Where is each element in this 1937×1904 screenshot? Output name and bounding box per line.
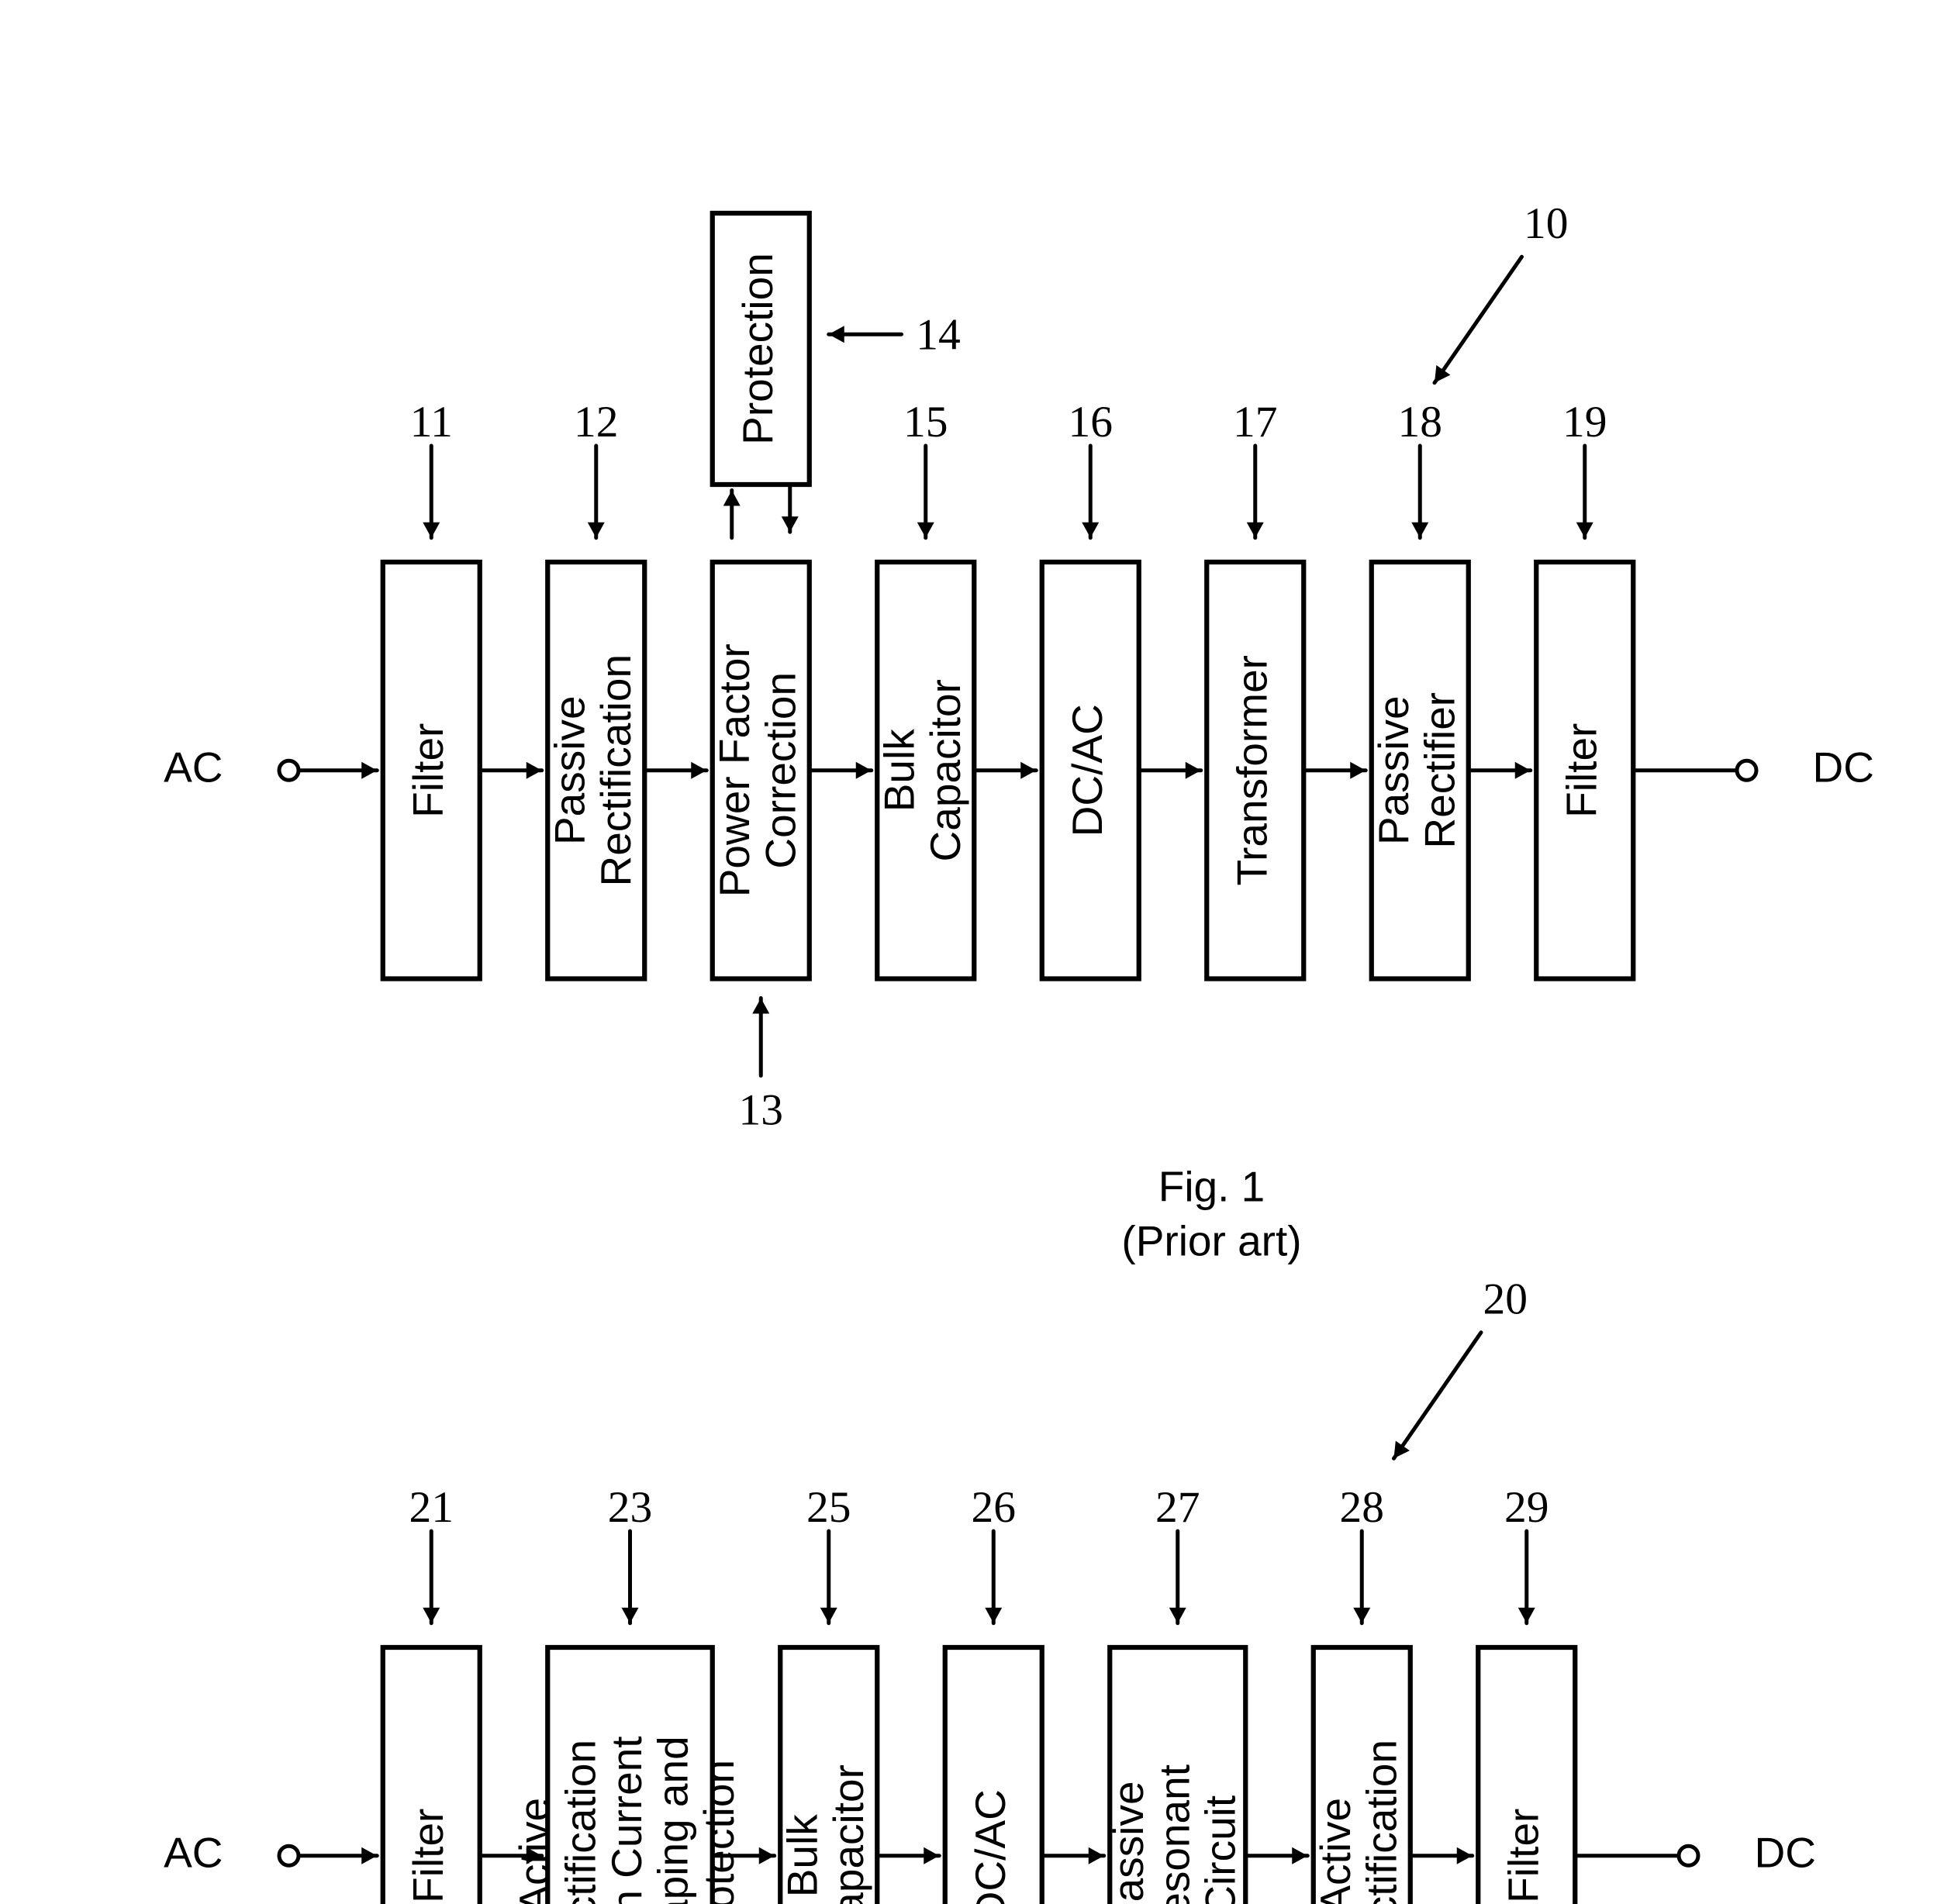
svg-text:Rectification: Rectification [592, 654, 640, 887]
ref-19: 19 [1562, 398, 1607, 447]
svg-text:Power Factor: Power Factor [710, 643, 758, 897]
block-label-13: Power FactorCorrection [710, 643, 804, 897]
svg-text:Circuit: Circuit [1196, 1795, 1245, 1904]
ref-14: 14 [916, 311, 961, 360]
block-label-19: Filter [1557, 723, 1605, 818]
block-label-15: BulkCapacitor [875, 679, 969, 861]
svg-text:Shaping and: Shaping and [648, 1736, 696, 1904]
ref-17: 17 [1233, 398, 1278, 447]
ref-26: 26 [972, 1483, 1017, 1532]
block-label-11: Filter [404, 723, 452, 818]
ref-13: 13 [739, 1086, 784, 1135]
ref-12: 12 [574, 398, 619, 447]
svg-text:Rectifier: Rectifier [1415, 692, 1463, 849]
block-label-21: Filter [404, 1809, 452, 1903]
svg-text:DC/AC: DC/AC [1063, 704, 1111, 836]
ref-11: 11 [410, 398, 453, 447]
svg-text:Transformer: Transformer [1227, 655, 1276, 885]
svg-text:Protection: Protection [734, 253, 782, 445]
svg-text:Resonant: Resonant [1150, 1764, 1198, 1904]
block-label-28: ActiveRectification [1311, 1740, 1405, 1904]
block-label-18: PassiveRectifier [1369, 692, 1463, 849]
svg-text:Protection: Protection [695, 1760, 743, 1904]
svg-text:Filter: Filter [1557, 723, 1605, 818]
svg-text:Active: Active [510, 1798, 558, 1904]
fig1-caption-1: Fig. 1 [1158, 1163, 1265, 1211]
svg-text:Rectification: Rectification [557, 1740, 605, 1904]
svg-text:Capacitor: Capacitor [921, 679, 969, 861]
fig1-caption-2: (Prior art) [1121, 1217, 1301, 1265]
block-label-29: Filter [1499, 1809, 1547, 1903]
input-label: AC [164, 743, 223, 791]
svg-text:Bulk: Bulk [779, 1814, 827, 1897]
svg-text:Passive: Passive [546, 695, 594, 845]
svg-text:Filter: Filter [404, 723, 452, 818]
figure-2: ACFilter21ActiveRectificationWith Curren… [164, 1275, 1816, 1904]
ref-21: 21 [409, 1483, 454, 1532]
ref-10: 10 [1524, 199, 1569, 248]
svg-text:Filter: Filter [1499, 1809, 1547, 1903]
output-label: DC [1755, 1828, 1816, 1876]
ref-15: 15 [903, 398, 948, 447]
svg-text:Capacitor: Capacitor [824, 1764, 872, 1904]
svg-text:With Current: With Current [603, 1736, 651, 1904]
ref-23: 23 [608, 1483, 653, 1532]
ref-27: 27 [1155, 1483, 1200, 1532]
svg-text:Correction: Correction [756, 672, 804, 869]
block-label-17: Transformer [1227, 655, 1276, 885]
figure-1: ACFilter11PassiveRectification12Power Fa… [164, 199, 1874, 1265]
block-label-27: PassiveResonantCircuit [1104, 1764, 1245, 1904]
ref-29: 29 [1504, 1483, 1549, 1532]
svg-text:Rectification: Rectification [1357, 1740, 1405, 1904]
block-label-26: DC/AC [966, 1789, 1014, 1904]
svg-text:Passive: Passive [1369, 695, 1417, 845]
svg-text:DC/AC: DC/AC [966, 1789, 1014, 1904]
input-label: AC [164, 1828, 223, 1876]
ref-20: 20 [1483, 1275, 1528, 1323]
svg-text:Passive: Passive [1104, 1781, 1152, 1904]
ref-25: 25 [806, 1483, 851, 1532]
output-label: DC [1813, 743, 1874, 791]
block-label-16: DC/AC [1063, 704, 1111, 836]
block-label-12: PassiveRectification [546, 654, 640, 887]
ref-16: 16 [1069, 398, 1114, 447]
block-label-25: BulkCapacitor [779, 1764, 872, 1904]
ref-28: 28 [1340, 1483, 1385, 1532]
ref-18: 18 [1398, 398, 1443, 447]
svg-text:Filter: Filter [404, 1809, 452, 1903]
svg-text:Bulk: Bulk [875, 729, 924, 812]
svg-text:Active: Active [1311, 1798, 1359, 1904]
